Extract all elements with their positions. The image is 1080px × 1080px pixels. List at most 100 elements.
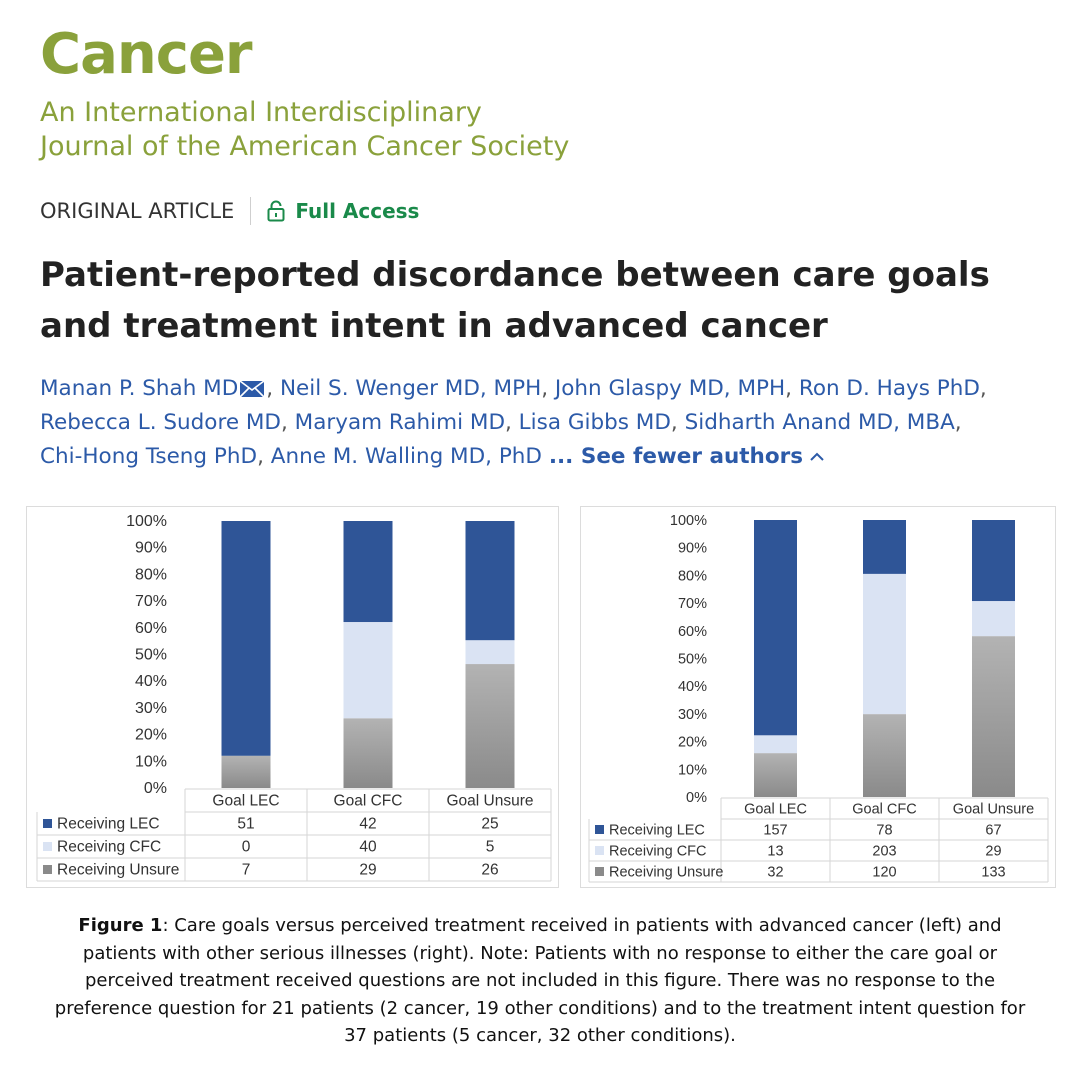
legend-swatch (43, 819, 52, 828)
full-access-badge[interactable]: Full Access (267, 199, 419, 223)
y-tick-label: 60% (135, 620, 167, 637)
table-value: 25 (481, 816, 498, 833)
author-separator: , (266, 376, 280, 401)
bar-segment (972, 520, 1015, 602)
y-tick-label: 70% (135, 593, 167, 610)
author-list: Manan P. Shah MD, Neil S. Wenger MD, MPH… (40, 372, 1050, 474)
table-value: 157 (763, 823, 787, 839)
author-separator: , (541, 376, 555, 401)
table-value: 13 (767, 844, 783, 860)
author-separator: , (280, 410, 295, 435)
y-tick-label: 30% (135, 700, 167, 717)
author-separator: , (954, 410, 962, 435)
author-name[interactable]: Manan P. Shah MD (40, 376, 239, 401)
legend-swatch (595, 867, 604, 876)
open-lock-icon (267, 200, 285, 222)
y-tick-label: 10% (135, 753, 167, 770)
journal-masthead: Cancer An International Interdisciplinar… (40, 22, 569, 164)
author-separator: , (979, 376, 987, 401)
table-value: 7 (242, 862, 251, 879)
journal-subtitle-line1: An International Interdisciplinary (40, 97, 482, 128)
table-value: 26 (481, 862, 498, 879)
bar-segment (754, 753, 797, 797)
author-separator: , (785, 376, 799, 401)
author-name[interactable]: Ron D. Hays PhD (798, 376, 980, 401)
author-toggle-label: See fewer authors (580, 444, 804, 469)
legend-swatch (43, 842, 52, 851)
bar-segment (863, 714, 906, 797)
bar-segment (221, 521, 271, 756)
x-category-label: Goal CFC (334, 793, 403, 810)
bar-segment (972, 636, 1015, 797)
table-value: 29 (985, 844, 1001, 860)
y-tick-label: 40% (678, 679, 707, 695)
bar-segment (465, 521, 515, 641)
article-title: Patient-reported discordance between car… (40, 255, 990, 346)
y-tick-label: 50% (135, 647, 167, 664)
y-tick-label: 20% (135, 727, 167, 744)
author-name[interactable]: John Glaspy MD, MPH (554, 376, 786, 401)
legend-swatch (43, 865, 52, 874)
x-category-label: Goal LEC (212, 793, 279, 810)
table-value: 78 (876, 823, 892, 839)
y-tick-label: 100% (670, 513, 707, 529)
table-value: 120 (872, 865, 896, 881)
legend-series-label: Receiving LEC (57, 816, 160, 833)
y-tick-label: 10% (678, 762, 707, 778)
y-tick-label: 90% (678, 541, 707, 557)
table-value: 133 (981, 865, 1005, 881)
full-access-label: Full Access (295, 199, 420, 223)
table-value: 203 (872, 844, 896, 860)
table-value: 40 (359, 839, 377, 856)
x-category-label: Goal LEC (744, 802, 807, 818)
figure-label: Figure 1 (78, 915, 163, 936)
author-name[interactable]: Lisa Gibbs MD (518, 410, 671, 435)
y-tick-label: 50% (678, 652, 707, 668)
table-value: 0 (242, 839, 251, 856)
y-tick-label: 20% (678, 735, 707, 751)
table-value: 51 (237, 816, 254, 833)
bar-segment (343, 622, 393, 719)
article-type: ORIGINAL ARTICLE (40, 199, 235, 223)
article-meta: ORIGINAL ARTICLE Full Access (40, 197, 419, 225)
bar-segment (754, 520, 797, 736)
stacked-bar-chart-other-illness: 0% 10% 20% 30% 40% 50% 60% 70% 80% 90% 100% Goal LE… (588, 513, 1049, 883)
y-tick-label: 60% (678, 624, 707, 640)
author-separator: , (505, 410, 519, 435)
envelope-icon[interactable] (239, 380, 265, 398)
legend-series-label: Receiving Unsure (609, 865, 723, 881)
stacked-bar-chart-cancer: 0% 10% 20% 30% 40% 50% 60% 70% 80% 90% 100% Goal LE… (36, 513, 552, 882)
legend-series-label: Receiving Unsure (57, 862, 179, 879)
see-fewer-authors-link[interactable]: ... See fewer authors (549, 444, 803, 469)
x-category-label: Goal CFC (852, 802, 916, 818)
author-name[interactable]: Rebecca L. Sudore MD (40, 410, 281, 435)
bar-segment (754, 735, 797, 754)
chart-panel-cancer: 0% 10% 20% 30% 40% 50% 60% 70% 80% 90% 100% Goal LE… (26, 506, 559, 888)
y-tick-label: 80% (135, 566, 167, 583)
bar-segment (221, 755, 271, 788)
table-value: 67 (985, 823, 1001, 839)
bar-segment (465, 664, 515, 788)
y-tick-label: 80% (678, 568, 707, 584)
journal-subtitle-line2: Journal of the American Cancer Society (40, 131, 570, 162)
author-name[interactable]: Sidharth Anand MD, MBA (684, 410, 955, 435)
legend-series-label: Receiving CFC (57, 839, 161, 856)
x-category-label: Goal Unsure (446, 793, 533, 810)
author-name[interactable]: Chi-Hong Tseng PhD (40, 444, 258, 469)
author-name[interactable]: Neil S. Wenger MD, MPH (279, 376, 542, 401)
journal-name: Cancer (40, 22, 253, 87)
chevron-up-icon[interactable] (809, 451, 825, 463)
y-tick-label: 70% (678, 596, 707, 612)
y-tick-label: 90% (135, 540, 167, 557)
figure-caption: Figure 1: Care goals versus perceived tr… (50, 912, 1030, 1050)
author-name[interactable]: Maryam Rahimi MD (294, 410, 505, 435)
y-tick-label: 40% (135, 673, 167, 690)
journal-subtitle: An International Interdisciplinary Journ… (40, 96, 569, 164)
author-name[interactable]: Anne M. Walling MD, PhD (270, 444, 542, 469)
y-tick-label: 100% (126, 513, 167, 530)
table-value: 5 (486, 839, 495, 856)
caption-text: : Care goals versus perceived treatment … (54, 915, 1026, 1046)
meta-divider (250, 197, 252, 225)
y-tick-label: 0% (686, 790, 707, 806)
table-value: 32 (767, 865, 783, 881)
